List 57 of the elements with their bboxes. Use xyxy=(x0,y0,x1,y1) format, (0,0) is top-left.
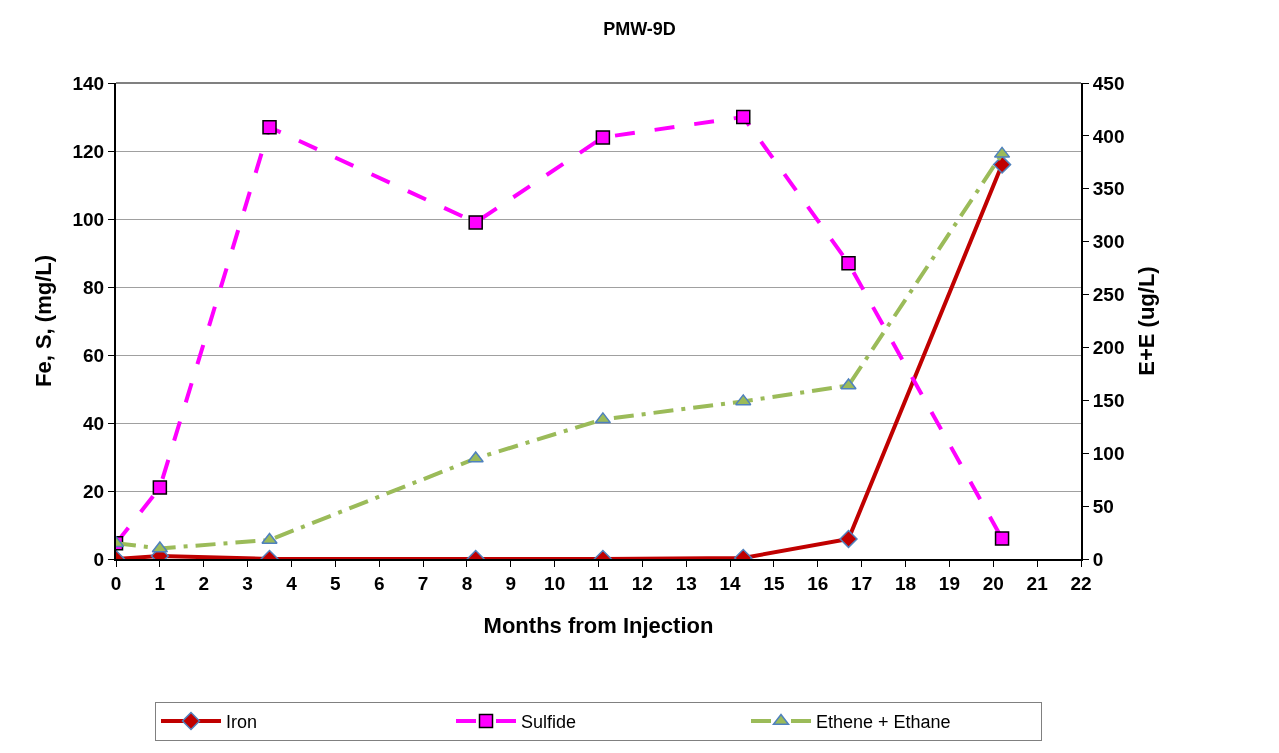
y-tick-label: 140 xyxy=(72,72,105,94)
y-tick-label: 100 xyxy=(72,208,105,230)
point xyxy=(468,215,483,230)
y2-tick-label: 200 xyxy=(1092,337,1125,359)
x-tick-label: 6 xyxy=(373,572,385,594)
x-tick-label: 15 xyxy=(763,572,785,594)
y2-tick-label: 0 xyxy=(1092,548,1104,570)
y2-axis-title: E+E (ug/L) xyxy=(1133,266,1159,376)
x-tick-label: 20 xyxy=(982,572,1004,594)
x-tick-label: 19 xyxy=(938,572,960,594)
x-tick-label: 21 xyxy=(1026,572,1049,594)
x-tick-label: 8 xyxy=(461,572,473,594)
y-tick-label: 120 xyxy=(72,140,105,162)
legend-label: Iron xyxy=(226,712,258,733)
y-tick-label: 20 xyxy=(83,480,105,502)
x-tick-label: 10 xyxy=(544,572,566,594)
y2-tick-label: 250 xyxy=(1092,284,1125,306)
y2-tick-label: 150 xyxy=(1092,389,1125,411)
point xyxy=(261,532,278,544)
point xyxy=(840,378,857,390)
chart-title: PMW-9D xyxy=(603,18,676,39)
y-tick-label: 40 xyxy=(83,412,105,434)
x-tick-label: 2 xyxy=(198,572,210,594)
x-tick-label: 14 xyxy=(719,572,742,594)
x-tick-label: 22 xyxy=(1070,572,1092,594)
x-tick-label: 7 xyxy=(417,572,429,594)
point xyxy=(841,255,856,271)
point xyxy=(467,451,484,463)
y-tick-label: 0 xyxy=(93,548,105,570)
y2-tick-label: 50 xyxy=(1092,495,1114,517)
x-tick-label: 17 xyxy=(851,572,873,594)
x-tick-label: 1 xyxy=(154,572,166,594)
point xyxy=(992,155,1012,174)
y2-tick-label: 450 xyxy=(1092,72,1125,94)
x-axis-title: Months from Injection xyxy=(483,613,714,639)
x-tick-label: 9 xyxy=(505,572,517,594)
legend-label: Ethene + Ethane xyxy=(816,712,951,733)
x-tick-label: 11 xyxy=(588,572,609,594)
x-tick-label: 4 xyxy=(286,572,298,594)
y-axis-title: Fe, S, (mg/L) xyxy=(30,255,56,387)
y2-tick-label: 100 xyxy=(1092,442,1125,464)
x-tick-label: 13 xyxy=(675,572,697,594)
legend-label: Sulfide xyxy=(521,712,577,733)
x-tick-label: 12 xyxy=(631,572,653,594)
x-tick-label: 0 xyxy=(110,572,122,594)
x-tick-label: 18 xyxy=(894,572,917,594)
point xyxy=(262,119,277,135)
x-tick-label: 16 xyxy=(807,572,829,594)
y2-tick-label: 400 xyxy=(1092,125,1125,147)
point xyxy=(595,130,611,145)
point xyxy=(736,109,751,125)
y-tick-label: 80 xyxy=(83,276,105,298)
y2-tick-label: 350 xyxy=(1092,178,1125,200)
x-tick-label: 5 xyxy=(330,572,342,594)
x-tick-label: 3 xyxy=(242,572,253,594)
y2-tick-label: 300 xyxy=(1092,231,1125,253)
y-tick-label: 60 xyxy=(83,344,105,366)
